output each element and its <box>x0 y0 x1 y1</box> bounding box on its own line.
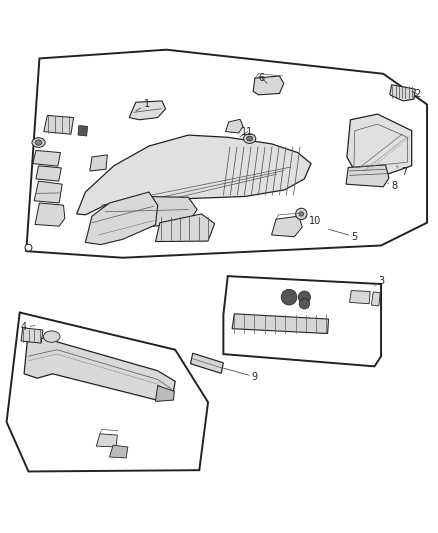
Polygon shape <box>36 166 61 181</box>
Text: 3: 3 <box>374 276 384 286</box>
Polygon shape <box>78 125 88 136</box>
Polygon shape <box>21 328 43 343</box>
Polygon shape <box>24 336 175 400</box>
Text: 2: 2 <box>412 90 420 99</box>
Polygon shape <box>347 114 412 174</box>
Ellipse shape <box>32 138 45 147</box>
Polygon shape <box>253 76 284 95</box>
Text: 11: 11 <box>240 127 254 137</box>
Polygon shape <box>129 101 166 120</box>
Circle shape <box>299 298 310 309</box>
Polygon shape <box>34 181 62 203</box>
Polygon shape <box>77 135 311 215</box>
Polygon shape <box>96 434 117 447</box>
Circle shape <box>298 291 311 303</box>
Text: 7: 7 <box>396 166 407 177</box>
Polygon shape <box>26 50 427 258</box>
Ellipse shape <box>244 134 256 143</box>
Text: 9: 9 <box>223 368 258 382</box>
Polygon shape <box>223 276 381 366</box>
Polygon shape <box>7 312 208 472</box>
Text: 5: 5 <box>328 229 358 242</box>
Text: 1: 1 <box>136 100 150 111</box>
Polygon shape <box>35 203 65 226</box>
Ellipse shape <box>35 140 42 145</box>
Polygon shape <box>232 314 328 334</box>
Text: 4: 4 <box>21 322 35 332</box>
Polygon shape <box>33 150 60 166</box>
Polygon shape <box>110 445 128 458</box>
Text: 10: 10 <box>306 215 321 225</box>
Polygon shape <box>155 386 174 401</box>
Text: 8: 8 <box>388 181 397 191</box>
Ellipse shape <box>43 331 60 342</box>
Polygon shape <box>371 292 380 306</box>
Polygon shape <box>350 290 370 304</box>
Polygon shape <box>85 192 158 245</box>
Polygon shape <box>90 155 107 171</box>
Polygon shape <box>99 197 197 228</box>
Polygon shape <box>346 165 389 187</box>
Circle shape <box>296 208 307 220</box>
Text: 6: 6 <box>259 73 267 84</box>
Polygon shape <box>155 214 215 241</box>
Ellipse shape <box>247 136 253 141</box>
Circle shape <box>281 289 297 305</box>
Polygon shape <box>390 85 415 101</box>
Polygon shape <box>272 216 302 237</box>
Circle shape <box>299 212 304 216</box>
Polygon shape <box>226 119 243 133</box>
Polygon shape <box>191 353 223 374</box>
Polygon shape <box>44 115 74 134</box>
Circle shape <box>25 244 32 251</box>
